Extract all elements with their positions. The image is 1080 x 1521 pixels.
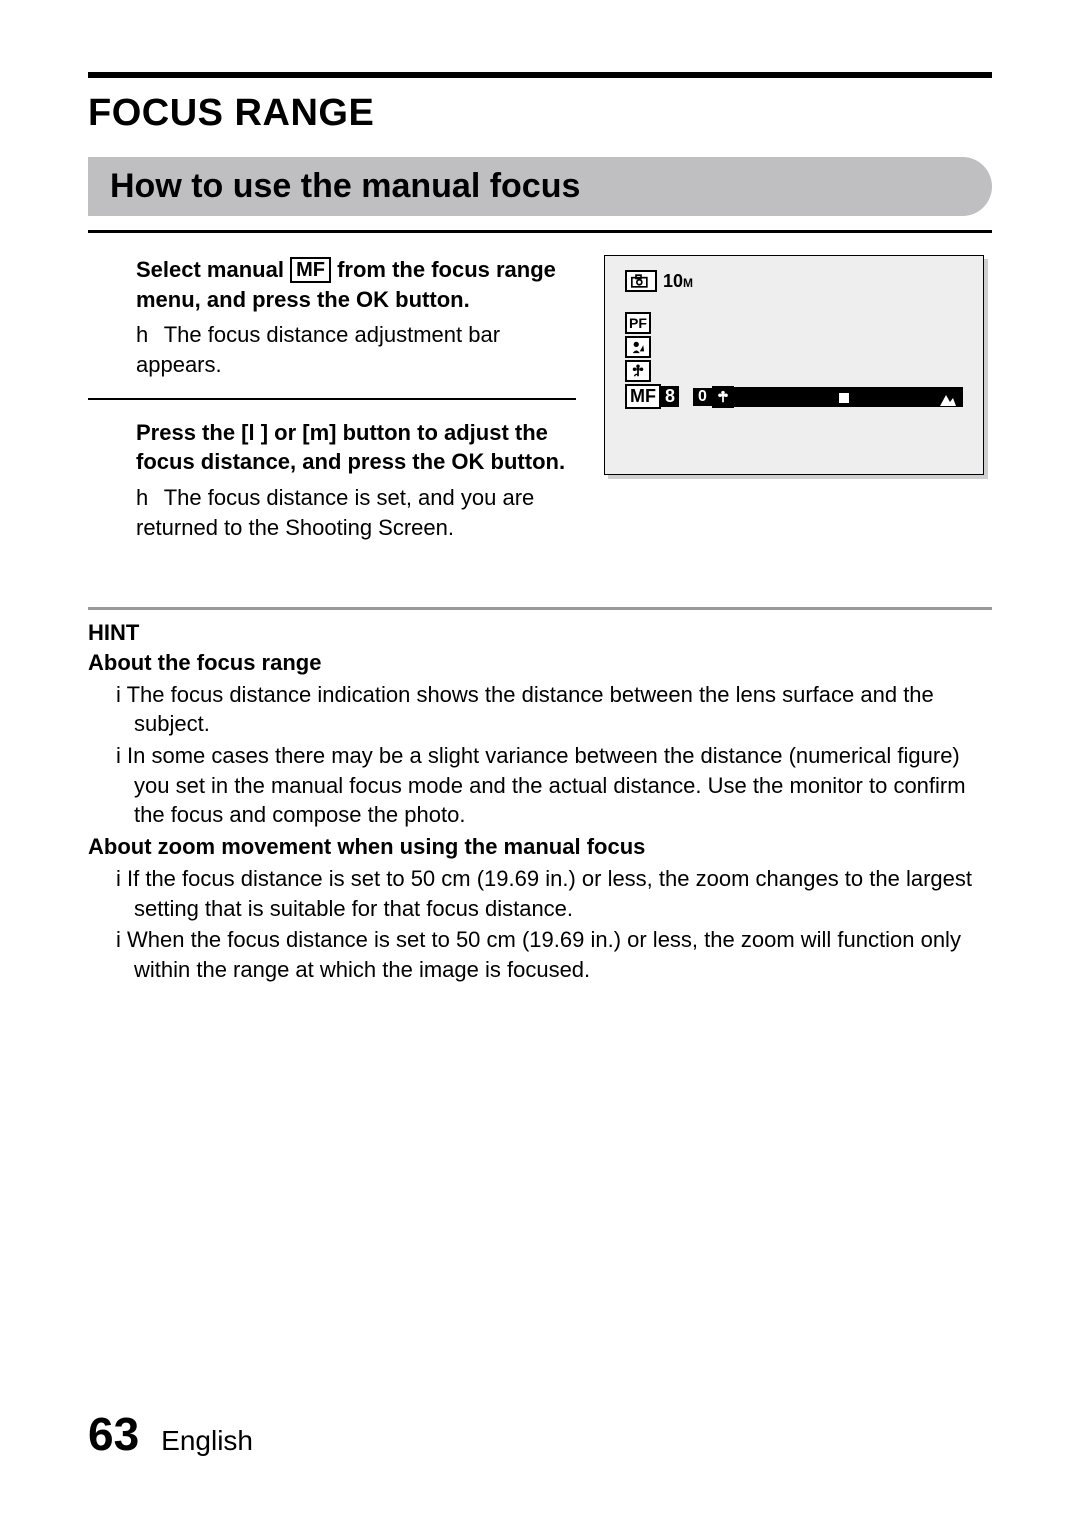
mf-label: MF bbox=[625, 384, 661, 409]
hint-subheading-2: About zoom movement when using the manua… bbox=[88, 834, 992, 860]
pf-mode-icon: PF bbox=[625, 312, 651, 334]
hint-heading: HINT bbox=[88, 620, 992, 646]
hint-item: i The focus distance indication shows th… bbox=[102, 680, 992, 739]
step1-result-text: The focus distance adjustment bar appear… bbox=[136, 322, 500, 377]
step1-pre: Select manual bbox=[136, 257, 290, 282]
resolution-label: 10M bbox=[663, 271, 693, 292]
camera-icon bbox=[631, 274, 651, 288]
resolution-unit: M bbox=[683, 276, 693, 290]
section-heading-bar: How to use the manual focus bbox=[88, 157, 992, 216]
hint-subheading-1: About the focus range bbox=[88, 650, 992, 676]
step2-result-text: The focus distance is set, and you are r… bbox=[136, 485, 534, 540]
step1-result: h The focus distance adjustment bar appe… bbox=[88, 320, 576, 379]
page-footer: 63 English bbox=[88, 1407, 253, 1461]
focus-bar-track bbox=[734, 387, 963, 407]
rule-under-subhead bbox=[88, 230, 992, 233]
top-rule bbox=[88, 72, 992, 78]
step2-marker: h bbox=[136, 483, 158, 513]
mf-value-eight: 8 bbox=[661, 386, 679, 407]
mf-icon: MF bbox=[290, 257, 331, 283]
page-number: 63 bbox=[88, 1407, 139, 1461]
mf-value-zero: 0 bbox=[693, 388, 712, 406]
page-title: FOCUS RANGE bbox=[88, 92, 992, 135]
focus-distance-bar: MF8 0 bbox=[625, 384, 963, 409]
hint-item: i When the focus distance is set to 50 c… bbox=[102, 925, 992, 984]
portrait-mode-icon bbox=[625, 336, 651, 358]
camera-mode-icon bbox=[625, 270, 657, 292]
step2-result: h The focus distance is set, and you are… bbox=[88, 483, 576, 542]
page-language: English bbox=[161, 1425, 253, 1457]
focus-bar-indicator bbox=[839, 393, 849, 403]
section-heading: How to use the manual focus bbox=[110, 167, 580, 205]
infinity-end-icon bbox=[939, 391, 957, 412]
macro-end-icon bbox=[712, 386, 734, 408]
step1-instruction: Select manual MF from the focus range me… bbox=[88, 255, 576, 314]
step1-marker: h bbox=[136, 320, 158, 350]
hint-item: i If the focus distance is set to 50 cm … bbox=[102, 864, 992, 923]
hint-rule bbox=[88, 607, 992, 610]
step2-instruction: Press the [l ] or [m] button to adjust t… bbox=[88, 418, 576, 477]
resolution-number: 10 bbox=[663, 271, 683, 291]
hint-item: i In some cases there may be a slight va… bbox=[102, 741, 992, 830]
macro-mode-icon bbox=[625, 360, 651, 382]
lcd-illustration: 10M PF MF bbox=[604, 255, 984, 475]
